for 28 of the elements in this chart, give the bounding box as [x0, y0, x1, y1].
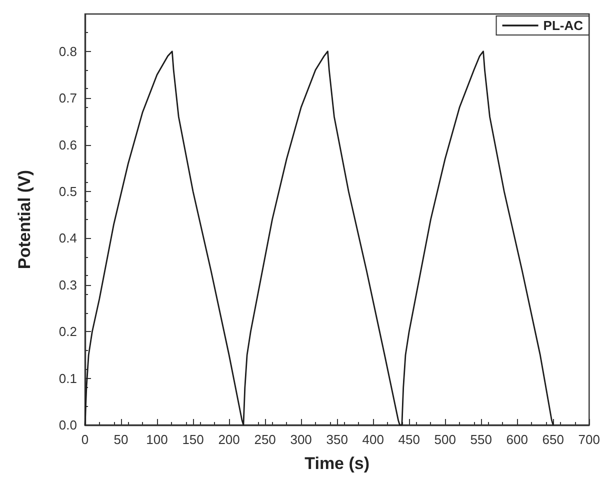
y-tick-label: 0.4	[58, 230, 77, 246]
x-tick-label: 150	[182, 432, 204, 447]
x-tick-label: 400	[362, 432, 384, 447]
x-tick-label: 200	[218, 432, 240, 447]
x-tick-label: 550	[470, 432, 492, 447]
y-tick-label: 0.0	[58, 418, 77, 432]
y-tick-label: 0.8	[58, 44, 77, 59]
y-tick-label: 0.2	[58, 324, 77, 340]
x-tick-label: 100	[146, 432, 168, 447]
x-tick-label: 600	[506, 432, 528, 447]
x-tick-label: 500	[434, 432, 456, 447]
x-tick-label: 0	[81, 432, 89, 447]
x-tick-label: 250	[254, 432, 276, 447]
x-tick-label: 350	[326, 432, 348, 447]
y-tick-label: 0.7	[58, 90, 77, 106]
y-tick-label: 0.5	[58, 184, 77, 199]
y-tick-label: 0.6	[58, 137, 77, 152]
x-tick-label: 450	[398, 432, 420, 447]
x-tick-label: 50	[114, 432, 128, 447]
x-tick-label: 700	[578, 432, 600, 447]
y-tick-label: 0.3	[58, 277, 77, 292]
y-tick-label: 0.1	[58, 370, 77, 386]
x-axis-title: Time (s)	[304, 454, 370, 473]
x-tick-label: 300	[290, 432, 312, 447]
x-tick-label: 650	[542, 432, 564, 447]
line-series	[84, 50, 554, 426]
y-axis-title: Potential (V)	[15, 170, 34, 270]
legend-label: PL-AC	[543, 18, 584, 33]
